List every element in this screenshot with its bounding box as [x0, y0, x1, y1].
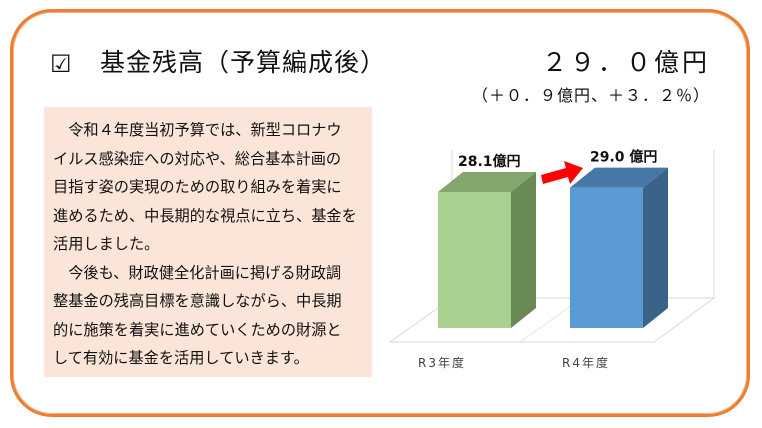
bar-R3年度 — [438, 192, 511, 328]
category-label: R4年度 — [562, 355, 610, 370]
orange-frame — [10, 9, 750, 417]
description-line: 目指す姿の実現のための取り組みを着実に — [53, 178, 342, 196]
category-label: R3年度 — [418, 355, 466, 370]
description-line: 的に施策を着実に進めていくための財源と — [53, 320, 342, 339]
bar-top — [570, 167, 668, 188]
description-line: 今後も、財政健全化計画に掲げる財政調 — [53, 263, 342, 282]
fund-balance-change: （＋０．９億円、＋３．２％） — [471, 86, 710, 105]
bar-R4年度 — [570, 187, 643, 328]
description-line: して有効に基金を活用していきます。 — [53, 349, 309, 367]
data-label: 28.1億円 — [458, 153, 521, 170]
checked-box-icon: ☑ — [50, 50, 72, 78]
bar-side — [643, 167, 668, 328]
description-line: イルス感染症への対応や、総合基本計画の — [53, 149, 342, 168]
description-line: 令和４年度当初予算では、新型コロナウ — [53, 121, 342, 139]
chart-bars — [438, 167, 668, 328]
description-line: 活用しました。 — [53, 235, 160, 253]
bar-top — [438, 172, 536, 192]
page-title: 基金残高（予算編成後） — [100, 48, 387, 77]
description-line: 進めるため、中長期的な視点に立ち、基金を — [53, 206, 357, 225]
fund-balance-amount: ２９．０億円 — [541, 48, 710, 77]
bar-side — [511, 172, 536, 328]
description-box: 令和４年度当初予算では、新型コロナウ イルス感染症への対応や、総合基本計画の 目… — [44, 107, 372, 377]
chart-floor — [388, 297, 716, 343]
data-label: 29.0 億円 — [590, 149, 657, 166]
description-line: 整基金の残高目標を意識しながら、中長期 — [53, 292, 342, 310]
red-arrow-increase-icon — [541, 161, 583, 184]
chart-labels: 28.1億円 R3年度 29.0 億円 R4年度 — [418, 149, 657, 370]
